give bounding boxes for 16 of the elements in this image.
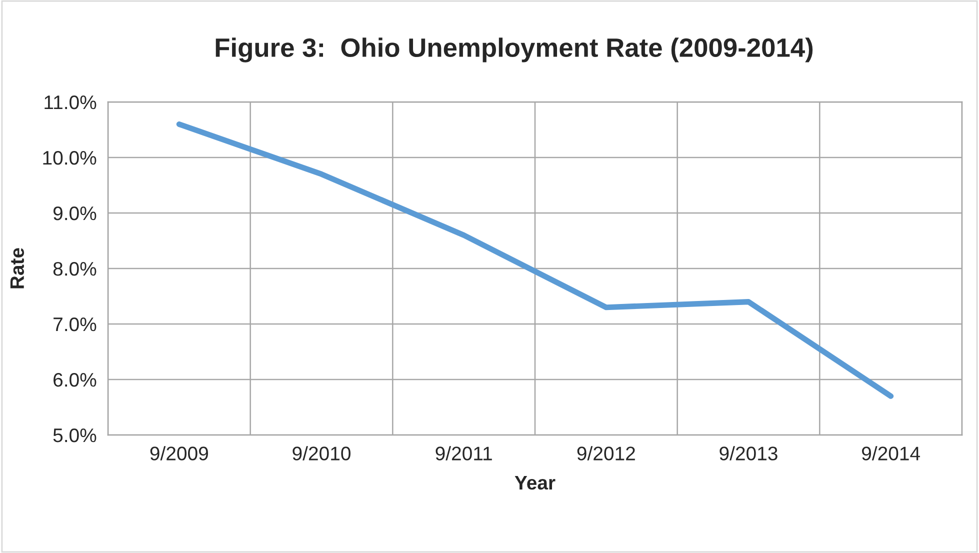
x-tick-label: 9/2012: [577, 446, 635, 460]
y-tick-label: 8.0%: [53, 262, 96, 276]
chart-title: Figure 3: Ohio Unemployment Rate (2009-2014): [216, 38, 813, 62]
x-tick-label: 9/2013: [720, 446, 778, 460]
x-tick-label: 9/2014: [862, 446, 920, 460]
y-axis-title: Rate: [10, 248, 24, 288]
x-tick-label: 9/2009: [150, 446, 208, 460]
y-tick-label: 9.0%: [53, 206, 96, 220]
x-axis-title: Year: [514, 476, 556, 490]
y-tick-label: 11.0%: [44, 95, 96, 110]
y-tick-label: 10.0%: [43, 150, 96, 165]
y-tick-label: 6.0%: [54, 372, 96, 387]
y-tick-label: 7.0%: [54, 317, 96, 332]
x-tick-label: 9/2010: [292, 446, 350, 460]
x-tick-label: 9/2011: [436, 446, 492, 460]
y-tick-label: 5.0%: [53, 428, 96, 442]
